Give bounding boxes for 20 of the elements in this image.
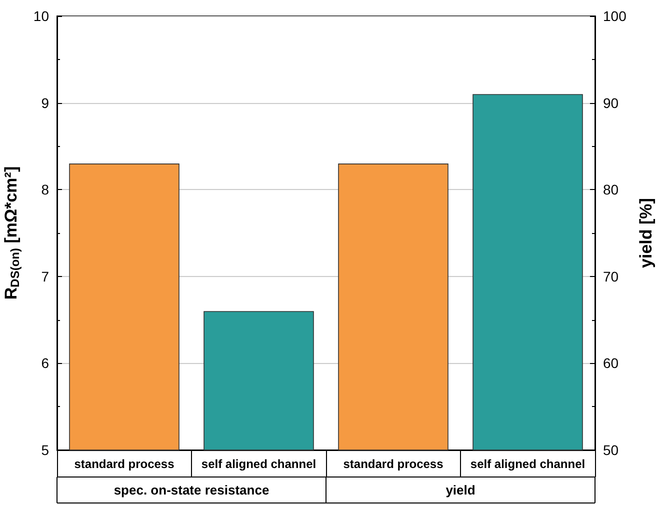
y2-tick-label: 80 [603, 182, 619, 198]
y-tick-label: 10 [33, 8, 50, 24]
y-tick-label: 9 [41, 94, 50, 111]
y-tick-label: 5 [41, 442, 50, 458]
y2-tick-label: 70 [603, 268, 619, 284]
y2-tick-label: 100 [603, 8, 627, 24]
x-tick-label: self aligned channel [470, 457, 586, 471]
x-tick-label: self aligned channel [201, 457, 316, 471]
x-tick-label: standard process [74, 457, 175, 471]
y2-tick-label: 90 [603, 94, 619, 111]
y-tick-label: 8 [41, 182, 50, 198]
y-axis-title: RDS(on) [mΩ*cm²] [2, 166, 22, 300]
y-tick-label: 6 [41, 355, 50, 372]
y2-axis-title: yield [%] [636, 198, 656, 268]
y2-tick-label: 50 [603, 442, 619, 458]
x-tick-label: standard process [343, 457, 444, 471]
y-tick-label: 7 [41, 268, 50, 284]
text: yield [446, 482, 476, 498]
text: spec. on-state resistance [114, 482, 270, 498]
y2-tick-label: 60 [603, 355, 619, 372]
